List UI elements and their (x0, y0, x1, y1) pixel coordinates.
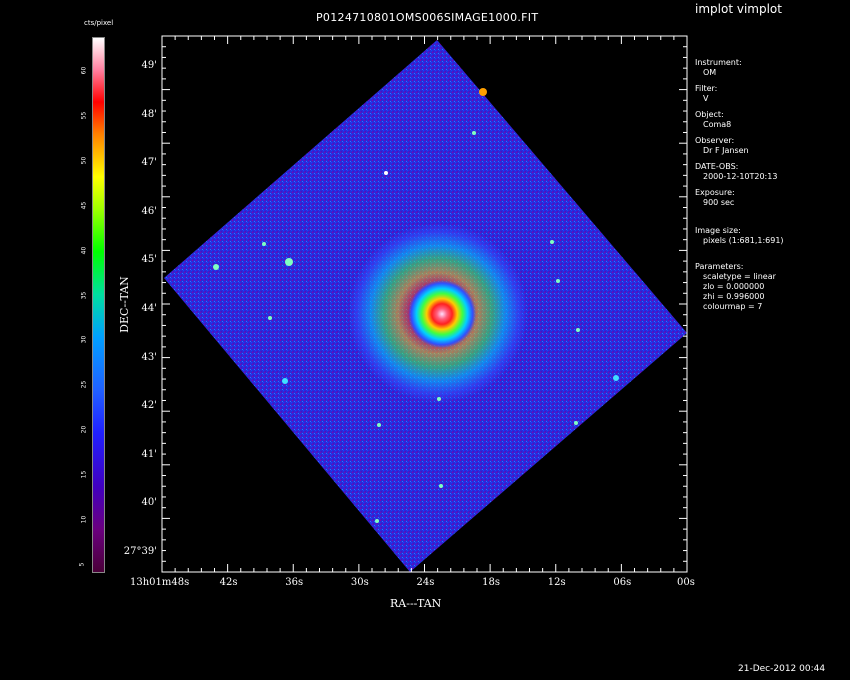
observer-value: Dr F Jansen (703, 146, 749, 155)
x-tick-label: 24s (416, 577, 435, 588)
filter-value: V (703, 94, 709, 103)
object-label: Object: (695, 110, 724, 119)
colorbar (92, 37, 105, 573)
x-tick-label: 06s (613, 577, 632, 588)
param-zlo: zlo = 0.000000 (703, 282, 765, 291)
app-label: implot vimplot (695, 2, 782, 16)
instrument-value: OM (703, 68, 717, 77)
colorbar-unit-label: cts/pixel (84, 19, 114, 27)
y-tick-label: 43' (141, 351, 157, 363)
y-tick-label: 45' (141, 254, 157, 266)
galaxy-core (408, 280, 476, 348)
x-tick-label: 42s (219, 577, 238, 588)
x-tick-label: 00s (677, 577, 695, 588)
imagesize-value: pixels (1:681,1:691) (703, 236, 784, 245)
y-tick-label: 47' (141, 157, 157, 169)
y-tick-label: 27°39' (123, 546, 157, 557)
info-panel: Instrument: OM Filter: V Object: Coma8 O… (695, 58, 784, 318)
instrument-label: Instrument: (695, 58, 742, 67)
param-scaletype: scaletype = linear (703, 272, 776, 281)
imagesize-label: Image size: (695, 226, 741, 235)
x-axis-label: RA---TAN (390, 597, 442, 610)
date-value: 2000-12-10T20:13 (703, 172, 778, 181)
y-tick-label: 46' (141, 205, 157, 217)
filter-label: Filter: (695, 84, 718, 93)
x-tick-label: 13h01m48s (130, 577, 190, 588)
exposure-label: Exposure: (695, 188, 735, 197)
x-tick-label: 18s (482, 577, 500, 588)
date-label: DATE-OBS: (695, 162, 739, 171)
y-tick-label: 41' (141, 448, 157, 460)
y-tick-label: 44' (141, 303, 157, 314)
stars (213, 88, 619, 523)
param-colourmap: colourmap = 7 (703, 302, 763, 311)
y-tick-label: 49' (141, 60, 157, 71)
object-value: Coma8 (703, 120, 732, 129)
observer-label: Observer: (695, 136, 735, 145)
x-tick-label: 36s (285, 577, 304, 588)
exposure-value: 900 sec (703, 198, 735, 207)
x-tick-label: 12s (547, 577, 566, 588)
x-tick-label: 30s (350, 577, 369, 588)
timestamp: 21-Dec-2012 00:44 (738, 664, 826, 674)
image-title: P0124710801OMS006SIMAGE1000.FIT (316, 11, 539, 24)
y-tick-label: 40' (141, 497, 157, 509)
params-label: Parameters: (695, 262, 744, 271)
param-zhi: zhi = 0.996000 (703, 292, 765, 301)
y-tick-label: 48' (141, 108, 157, 120)
y-tick-label: 42' (141, 400, 157, 412)
y-axis-label: DEC--TAN (117, 276, 131, 333)
